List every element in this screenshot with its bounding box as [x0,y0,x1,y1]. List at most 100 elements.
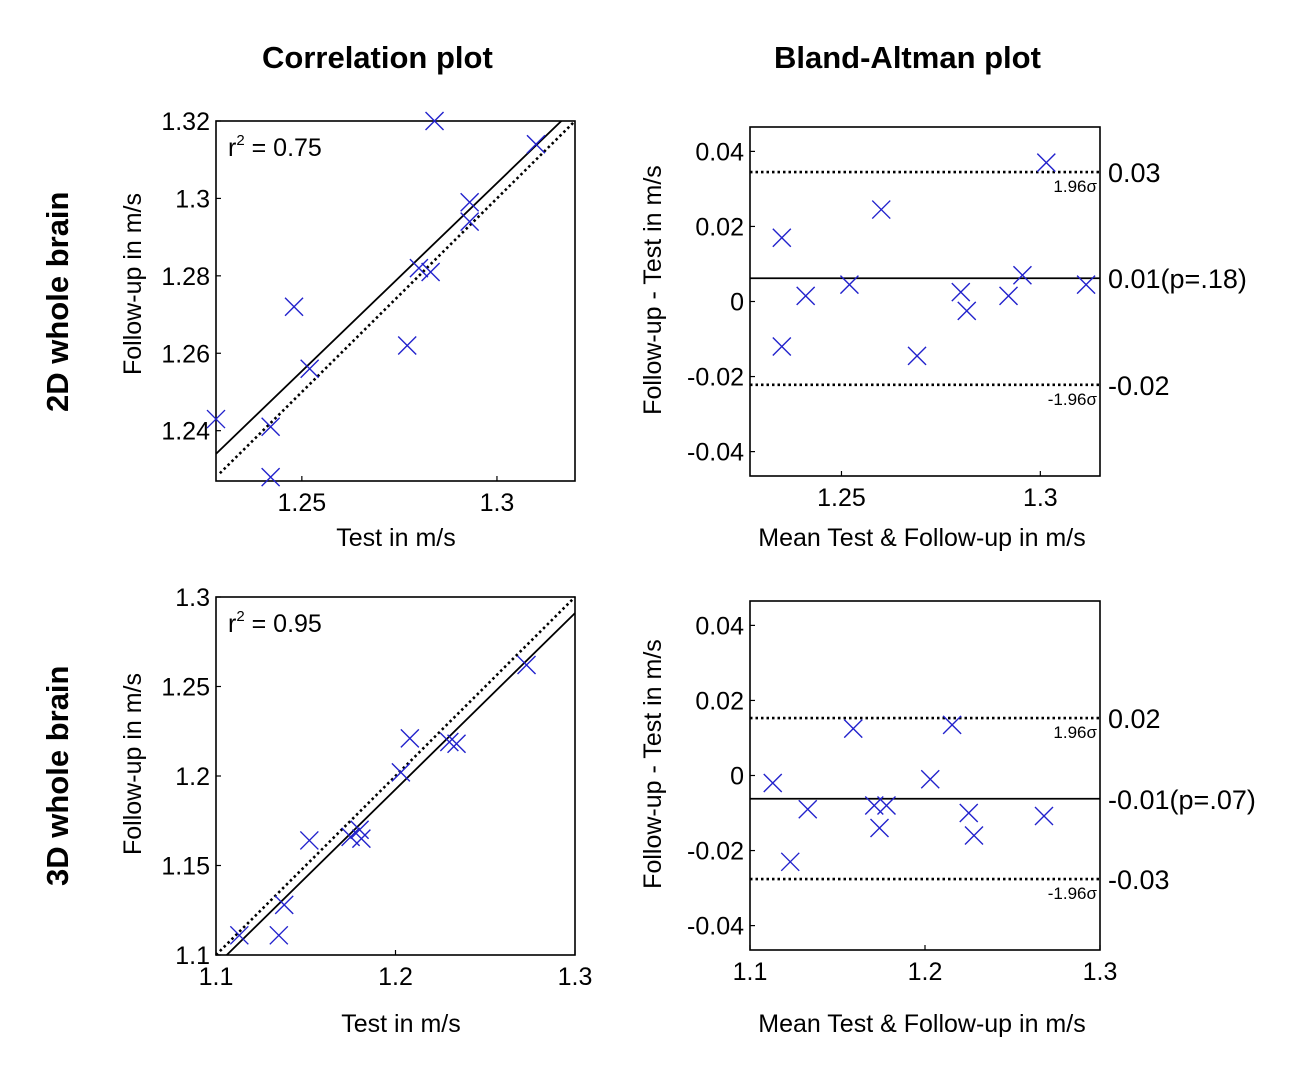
ba-2d-data-point [1036,153,1056,173]
corr-3d-xtick-label: 1.1 [199,963,234,991]
corr-3d-ytick-label: 1.15 [161,853,210,881]
corr-3d-data-point [391,762,411,782]
corr-3d-x-axis-label: Test in m/s [341,1010,460,1038]
corr-3d-data-point [351,829,371,849]
ba-3d-data-point [763,773,783,793]
ba-2d-data-point [871,200,891,220]
ba-2d-data-point [772,228,792,248]
ba-2d-mean-label: 0.01(p=.18) [1108,264,1247,294]
corr-2d-data-point [409,258,429,278]
corr-2d-xtick-label: 1.25 [278,489,327,517]
ba-2d-ytick-label: 0.02 [695,213,744,241]
col-title-bland-altman: Bland-Altman plot [774,40,1041,75]
ba-3d-ytick-label: 0.04 [695,612,744,640]
corr-2d-data-point [425,111,445,131]
corr-3d-ytick-label: 1.1 [175,942,210,970]
ba-2d-lower-sigma-label: -1.96σ [1048,390,1098,409]
corr-2d-ytick-label: 1.26 [161,340,210,368]
ba-3d-y-axis-label: Follow-up - Test in m/s [639,639,667,889]
ba-2d-plot-frame [749,126,1101,477]
corr-3d-data-point [229,925,249,945]
ba-3d-data-point [920,769,940,789]
ba-2d-xtick-label: 1.25 [817,484,866,512]
ba-3d-xtick-label: 1.1 [733,958,768,986]
ba-2d-data-point [772,337,792,357]
corr-2d-data-point [460,212,480,232]
corr-2d-ytick-label: 1.28 [161,263,210,291]
ba-3d-mean-label: -0.01(p=.07) [1108,785,1256,815]
corr-2d-data-point [284,297,304,317]
corr-3d-regression-line [226,612,576,956]
ba-3d-xtick-label: 1.3 [1083,958,1118,986]
ba-2d-data-point [907,346,927,366]
corr-2d-y-axis-label: Follow-up in m/s [119,193,147,375]
corr-3d-data-point [517,655,537,675]
corr-3d-data-point [400,728,420,748]
ba-3d-ytick-label: 0.02 [695,687,744,715]
ba-3d-data-point [780,852,800,872]
ba-2d-data-point [796,286,816,306]
ba-3d-ytick-label: -0.04 [687,913,744,941]
ba-2d-data-point [839,275,859,295]
ba-3d-data-point [843,719,863,739]
ba-3d-xtick-label: 1.2 [908,958,943,986]
ba-3d-upper-limit-label: 0.02 [1108,704,1161,734]
corr-2d-ytick-label: 1.24 [161,418,210,446]
ba-2d-ytick-label: -0.04 [687,439,744,467]
corr-3d-identity-line [215,596,576,956]
col-title-correlation: Correlation plot [262,40,493,75]
ba-2d-xtick-label: 1.3 [1023,484,1058,512]
ba-3d-data-point [877,796,896,816]
corr-3d-ytick-label: 1.25 [161,674,210,702]
corr-3d-xtick-label: 1.3 [558,963,593,991]
ba-2d-ytick-label: -0.02 [687,364,744,392]
ba-2d-lower-limit-label: -0.02 [1108,371,1170,401]
ba-3d-data-point [964,826,984,846]
ba-2d-data-point [1012,265,1032,285]
ba-2d-data-point [957,301,977,321]
ba-2d-upper-sigma-label: 1.96σ [1053,177,1097,196]
ba-2d-ytick-label: 0 [730,289,744,317]
corr-3d-data-point [447,734,467,754]
corr-2d-data-point [261,467,281,487]
corr-2d-data-point [397,336,417,356]
ba-3d-ytick-label: 0 [730,763,744,791]
ba-3d-data-point [798,799,818,819]
ba-2d-data-point [1076,275,1096,295]
ba-3d-ytick-label: -0.02 [687,838,744,866]
ba-3d-data-point [1034,806,1054,826]
ba-3d-upper-sigma-label: 1.96σ [1053,723,1097,742]
corr-3d-data-point [269,925,289,945]
ba-2d-data-point [999,286,1019,306]
corr-2d-data-point [460,192,480,212]
corr-3d-r-squared-annotation: r2 = 0.95 [228,608,322,638]
ba-2d-y-axis-label: Follow-up - Test in m/s [639,165,667,415]
ba-3d-x-axis-label: Mean Test & Follow-up in m/s [758,1010,1085,1038]
ba-2d-x-axis-label: Mean Test & Follow-up in m/s [758,524,1085,552]
corr-3d-y-axis-label: Follow-up in m/s [119,673,147,855]
corr-3d-xtick-label: 1.2 [378,963,413,991]
corr-2d-regression-line [215,120,562,455]
corr-2d-identity-line [218,120,576,475]
corr-2d-data-point [300,359,320,379]
corr-2d-data-point [261,417,281,437]
corr-3d-data-point [439,732,459,752]
corr-2d-data-point [421,262,441,282]
corr-2d-ytick-label: 1.3 [175,185,210,213]
corr-2d-data-point [206,409,226,429]
ba-3d-lower-sigma-label: -1.96σ [1048,884,1098,903]
corr-2d-data-point [526,134,546,154]
ba-2d-data-point [951,282,971,302]
corr-2d-x-axis-label: Test in m/s [336,524,455,552]
corr-3d-data-point [350,820,370,840]
corr-3d-ytick-label: 1.3 [175,584,210,612]
corr-3d-data-point [299,830,319,850]
ba-3d-lower-limit-label: -0.03 [1108,865,1170,895]
corr-2d-ytick-label: 1.32 [161,108,210,136]
corr-2d-r-squared-annotation: r2 = 0.75 [228,132,322,162]
ba-3d-data-point [959,803,979,823]
corr-3d-ytick-label: 1.2 [175,763,210,791]
corr-3d-data-point [274,895,294,915]
ba-2d-ytick-label: 0.04 [695,138,744,166]
